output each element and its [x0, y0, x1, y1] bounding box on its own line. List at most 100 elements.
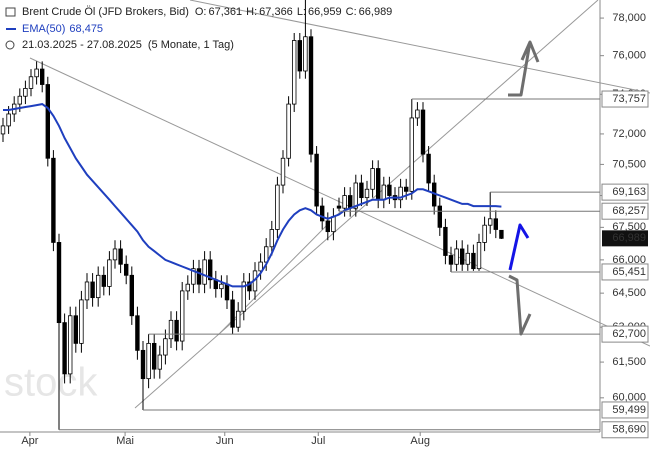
candle-body — [308, 36, 314, 155]
candle-body — [443, 226, 448, 256]
ohlc-key: L: — [297, 6, 306, 18]
candle-body — [185, 283, 190, 292]
candle-body — [107, 259, 112, 287]
arrow-blue — [508, 223, 530, 271]
level-label: 59,499 — [612, 404, 646, 416]
candle-body — [482, 224, 487, 243]
ema-legend: EMA(50) 68,475 — [22, 23, 103, 35]
candle-body — [487, 218, 493, 226]
ema-line — [3, 103, 502, 288]
candle-body — [409, 117, 414, 192]
candle-body — [84, 281, 90, 301]
candle-body — [247, 281, 252, 292]
candle-body — [353, 182, 358, 209]
period: (5 Monate, 1 Tag) — [148, 39, 234, 51]
candle-body — [437, 205, 442, 228]
candle-body — [0, 125, 6, 135]
candle-body — [493, 218, 498, 230]
candle-body — [62, 322, 67, 375]
candle-body — [191, 268, 196, 285]
level-box — [601, 263, 649, 281]
candle-body — [17, 95, 22, 105]
y-tick-label: 70,500 — [612, 158, 646, 170]
candle-icon — [5, 7, 16, 17]
candle-body — [34, 68, 39, 78]
trendline — [189, 0, 650, 94]
candle-body — [168, 319, 174, 340]
candle-body — [476, 242, 482, 270]
candle-body — [112, 248, 118, 261]
candle-body — [459, 248, 465, 265]
candle-body — [202, 259, 207, 285]
clock-icon — [5, 40, 15, 50]
candle-body — [280, 157, 286, 186]
y-tick-label: 64,500 — [612, 287, 646, 299]
y-tick-label: 76,000 — [612, 50, 646, 62]
candle-body — [118, 248, 123, 265]
candle-body — [73, 315, 78, 344]
candle-body — [235, 310, 241, 328]
level-box — [601, 202, 649, 220]
ohlc-key: O: — [195, 6, 207, 18]
date-legend: 21.03.2025 - 27.08.2025 (5 Monate, 1 Tag) — [22, 39, 234, 51]
candle-body — [179, 290, 185, 342]
x-tick-label: Aug — [410, 435, 430, 447]
candle-body — [163, 338, 168, 356]
level-box — [601, 90, 649, 108]
level-label: 65,451 — [612, 266, 646, 278]
y-tick-label: 61,500 — [612, 356, 646, 368]
level-box — [601, 401, 649, 419]
candle-body — [370, 168, 375, 190]
candle-body — [415, 109, 420, 119]
candle-body — [471, 252, 476, 270]
candle-body — [263, 246, 269, 263]
candle-body — [174, 319, 179, 342]
candle-body — [129, 274, 134, 317]
candle-body — [258, 261, 263, 272]
candle-body — [45, 84, 50, 159]
candle-body — [375, 168, 381, 201]
ema-name: EMA(50) — [22, 23, 65, 35]
current-price-label: 66,989 — [612, 232, 646, 244]
trendline — [29, 57, 650, 347]
candle-body — [387, 184, 392, 196]
candle-body — [101, 274, 106, 287]
y-tick-label: 66,000 — [612, 254, 646, 266]
candle-body — [398, 186, 403, 201]
candle-body — [157, 354, 162, 370]
projection-arrows — [508, 40, 540, 336]
candle-body — [342, 195, 347, 209]
candle-body — [420, 109, 426, 155]
candle-body — [286, 103, 291, 159]
ema-value: 68,475 — [69, 23, 103, 35]
candle-body — [28, 76, 34, 89]
candle-body — [68, 315, 73, 375]
candle-body — [336, 205, 342, 209]
level-label: 68,257 — [612, 205, 646, 217]
candle-body — [79, 299, 84, 344]
date-range: 21.03.2025 - 27.08.2025 — [22, 39, 142, 51]
candle-body — [151, 342, 157, 370]
legend-title: Brent Crude Öl (JFD Brokers, Bid) O: 67,36… — [22, 6, 392, 18]
candle-body — [219, 283, 224, 290]
candle-body — [381, 184, 386, 201]
legend: Brent Crude Öl (JFD Brokers, Bid) O: 67,36… — [5, 6, 392, 51]
candle-body — [331, 216, 336, 233]
candle-body — [40, 68, 45, 85]
arrow-down — [508, 274, 532, 336]
candle-body — [359, 182, 364, 199]
candle-body — [297, 40, 302, 72]
candle-body — [230, 299, 235, 328]
level-label: 69,163 — [612, 186, 646, 198]
candle-body — [90, 281, 95, 299]
candle-body — [275, 184, 280, 230]
watermark: stock — [4, 361, 98, 405]
candle-body — [426, 153, 431, 184]
level-label: 73,757 — [612, 93, 646, 105]
candle-body — [499, 229, 504, 239]
candle-body — [319, 205, 325, 222]
candle-body — [314, 153, 319, 207]
ohlc-value: 67,361 — [209, 6, 243, 18]
